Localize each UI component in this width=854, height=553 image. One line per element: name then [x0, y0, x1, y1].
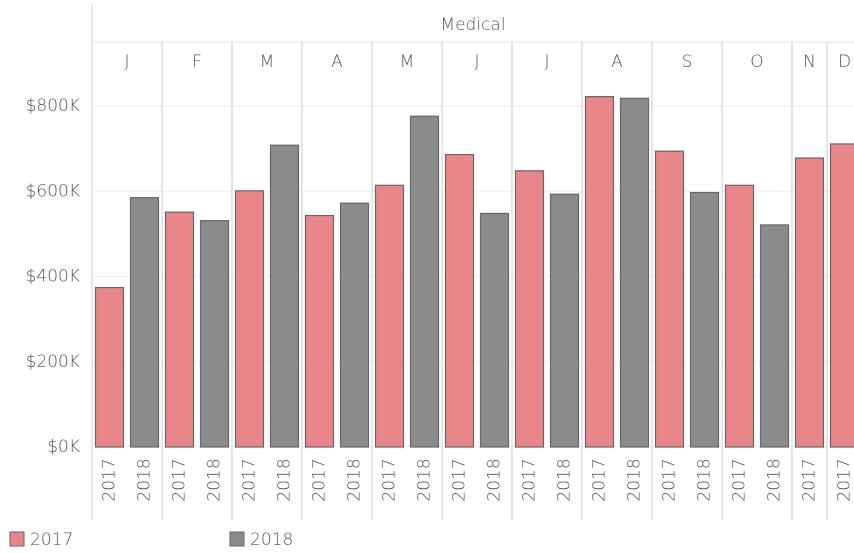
bar [724, 184, 755, 448]
bar [689, 191, 720, 448]
year-label: 2017 [380, 458, 400, 501]
y-tick-label: $800K [26, 96, 80, 116]
bar [444, 154, 475, 448]
year-label: 2017 [590, 458, 610, 501]
year-label: 2017 [240, 458, 260, 501]
month-label: O [750, 52, 763, 72]
month-label: M [260, 52, 275, 72]
year-label: 2017 [660, 458, 680, 501]
bar [794, 157, 825, 448]
bar [654, 150, 685, 448]
year-label: 2018 [135, 458, 155, 501]
bar [619, 97, 650, 448]
bar [584, 96, 615, 448]
month-label: J [124, 52, 129, 72]
year-label: 2018 [695, 458, 715, 501]
bar [199, 220, 230, 448]
year-label: 2018 [415, 458, 435, 501]
year-label: 2017 [450, 458, 470, 501]
y-tick-label: $600K [26, 181, 80, 201]
bar [549, 193, 580, 448]
bar [94, 286, 125, 448]
y-tick-label: $0K [47, 437, 80, 457]
year-label: 2018 [625, 458, 645, 501]
bar [514, 170, 545, 448]
month-label: A [331, 52, 343, 72]
year-label: 2017 [835, 458, 854, 501]
year-label: 2018 [275, 458, 295, 501]
year-label: 2018 [205, 458, 225, 501]
bar [269, 144, 300, 448]
month-label: N [803, 52, 816, 72]
year-label: 2017 [170, 458, 190, 501]
y-tick-label: $200K [26, 352, 80, 372]
year-label: 2018 [485, 458, 505, 501]
bar [409, 115, 440, 448]
bar [234, 190, 265, 448]
bar [339, 202, 370, 448]
legend-swatch [229, 531, 245, 547]
pane-title: Medical [440, 15, 505, 35]
year-label: 2017 [100, 458, 120, 501]
legend-label: 2018 [250, 530, 293, 550]
month-label: D [838, 52, 851, 72]
bar [829, 143, 854, 448]
bar [129, 197, 160, 448]
year-label: 2017 [520, 458, 540, 501]
month-label: J [474, 52, 479, 72]
y-tick-label: $400K [26, 267, 80, 287]
legend-label: 2017 [30, 530, 73, 550]
bar [164, 211, 195, 448]
bar [304, 214, 335, 448]
bar [479, 212, 510, 448]
year-label: 2018 [345, 458, 365, 501]
bar [374, 184, 405, 448]
year-label: 2017 [310, 458, 330, 501]
year-label: 2017 [800, 458, 820, 501]
month-label: A [611, 52, 623, 72]
year-label: 2018 [765, 458, 785, 501]
month-label: J [544, 52, 549, 72]
month-label: S [682, 52, 693, 72]
month-label: F [192, 52, 202, 72]
month-label: M [400, 52, 415, 72]
year-label: 2017 [730, 458, 750, 501]
year-label: 2018 [555, 458, 575, 501]
legend-swatch [9, 531, 25, 547]
bar [759, 224, 790, 448]
